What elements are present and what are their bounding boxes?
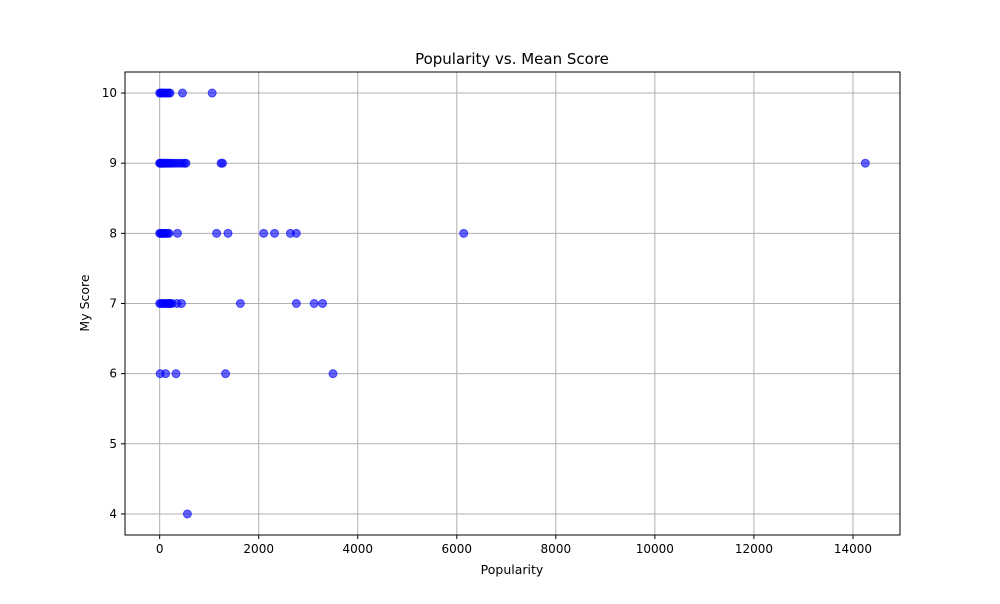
data-point [223, 228, 233, 238]
x-axis-ticks: 0 2000 4000 6000 8000 10000 12000 14000 [156, 535, 872, 556]
x-tick-label: 8000 [541, 542, 572, 556]
y-tick-label: 10 [102, 86, 117, 100]
y-tick-label: 4 [109, 507, 117, 521]
grid-lines [125, 72, 900, 535]
data-point [212, 228, 222, 238]
data-point [291, 299, 301, 308]
y-tick-label: 6 [109, 367, 117, 381]
data-point [165, 88, 175, 98]
data-point [318, 299, 328, 308]
data-point [270, 228, 280, 238]
data-point [860, 158, 870, 168]
data-point [182, 509, 192, 519]
data-point [176, 299, 186, 308]
data-point [328, 369, 338, 379]
x-tick-label: 10000 [636, 542, 674, 556]
y-axis-label: My Score [77, 274, 92, 331]
x-tick-label: 12000 [735, 542, 773, 556]
y-axis-ticks: 4 5 6 7 8 9 10 [102, 86, 125, 521]
x-tick-label: 6000 [442, 542, 473, 556]
data-point [309, 299, 319, 308]
y-tick-label: 5 [109, 437, 117, 451]
data-point [207, 88, 217, 98]
data-point [459, 228, 469, 238]
x-tick-label: 4000 [342, 542, 373, 556]
chart-title: Popularity vs. Mean Score [415, 50, 609, 68]
data-point [164, 228, 174, 238]
x-axis-label: Popularity [481, 562, 544, 577]
data-point [177, 88, 187, 98]
data-point [172, 228, 182, 238]
data-point [221, 369, 231, 379]
y-tick-label: 8 [109, 226, 117, 240]
x-tick-label: 2000 [243, 542, 274, 556]
x-tick-label: 14000 [834, 542, 872, 556]
data-point [259, 228, 269, 238]
data-point [218, 158, 228, 168]
y-tick-label: 9 [109, 156, 117, 170]
data-point [161, 369, 171, 379]
data-points [155, 88, 870, 519]
data-point [181, 158, 191, 168]
data-point [235, 299, 245, 308]
x-tick-label: 0 [156, 542, 164, 556]
data-point [291, 228, 301, 238]
y-tick-label: 7 [109, 297, 117, 311]
data-point [171, 369, 181, 379]
